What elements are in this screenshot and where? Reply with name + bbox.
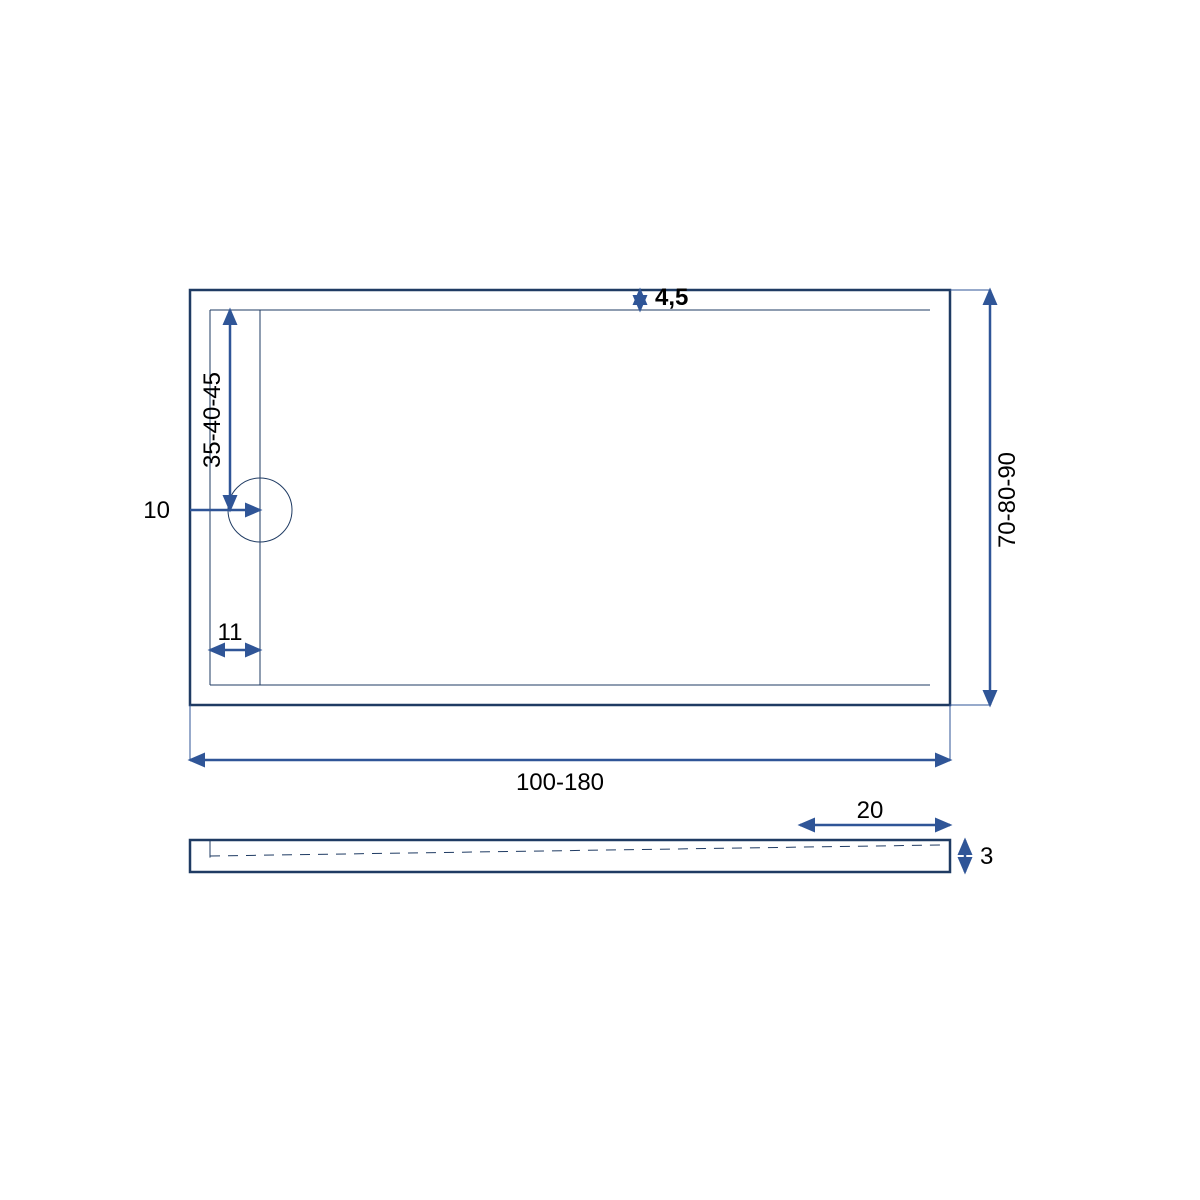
height-label: 70-80-90: [994, 452, 1021, 548]
drain-dia-label: 10: [143, 497, 170, 524]
side-3-label: 3: [980, 843, 993, 870]
drain-offset-label: 11: [218, 619, 243, 646]
technical-drawing: 100-180 70-80-90 4,5 35-40-45 10 11 20 3: [0, 0, 1200, 1200]
width-label: 100-180: [516, 769, 604, 796]
side-20-label: 20: [857, 797, 884, 824]
side-slope-dash: [210, 845, 940, 856]
top-outer-rect: [190, 290, 950, 705]
drain-depth-label: 35-40-45: [199, 372, 226, 468]
top-gap-label: 4,5: [655, 284, 688, 311]
side-outer-rect: [190, 840, 950, 872]
